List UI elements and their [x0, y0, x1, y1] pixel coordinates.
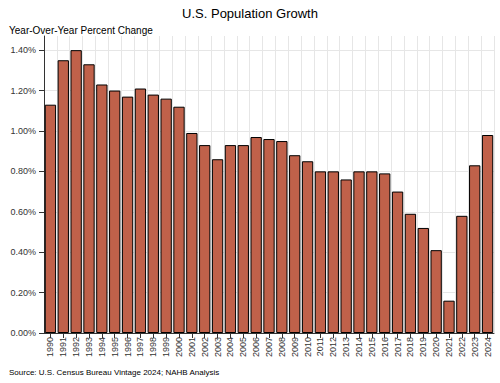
svg-text:0.00%: 0.00%	[10, 328, 36, 338]
svg-text:2014: 2014	[354, 337, 364, 357]
svg-text:2008: 2008	[277, 337, 287, 357]
svg-text:2003: 2003	[213, 337, 223, 357]
svg-text:U.S. Population Growth: U.S. Population Growth	[182, 6, 318, 21]
svg-text:2020: 2020	[431, 337, 441, 357]
svg-text:2016: 2016	[380, 337, 390, 357]
svg-text:1997: 1997	[135, 337, 145, 357]
svg-text:2004: 2004	[225, 337, 235, 357]
svg-text:0.20%: 0.20%	[10, 288, 36, 298]
svg-text:2001: 2001	[187, 337, 197, 357]
svg-text:1991: 1991	[58, 337, 68, 357]
svg-text:2021: 2021	[444, 337, 454, 357]
svg-text:2013: 2013	[341, 337, 351, 357]
svg-text:1990: 1990	[45, 337, 55, 357]
svg-text:2002: 2002	[200, 337, 210, 357]
svg-text:2010: 2010	[303, 337, 313, 357]
svg-text:2005: 2005	[238, 337, 248, 357]
svg-text:2023: 2023	[470, 337, 480, 357]
svg-text:1999: 1999	[161, 337, 171, 357]
svg-text:1993: 1993	[84, 337, 94, 357]
svg-text:2012: 2012	[328, 337, 338, 357]
svg-text:1.00%: 1.00%	[10, 126, 36, 136]
svg-text:0.40%: 0.40%	[10, 247, 36, 257]
svg-text:1.20%: 1.20%	[10, 86, 36, 96]
svg-text:Year-Over-Year Percent Change: Year-Over-Year Percent Change	[9, 25, 153, 36]
svg-text:2011: 2011	[315, 337, 325, 356]
svg-text:0.60%: 0.60%	[10, 207, 36, 217]
svg-text:1996: 1996	[123, 337, 133, 357]
svg-text:2009: 2009	[290, 337, 300, 357]
svg-text:1998: 1998	[148, 337, 158, 357]
svg-text:2006: 2006	[251, 337, 261, 357]
svg-text:2018: 2018	[405, 337, 415, 357]
svg-text:2022: 2022	[457, 337, 467, 357]
svg-text:0.80%: 0.80%	[10, 166, 36, 176]
svg-text:2017: 2017	[393, 337, 403, 357]
svg-text:1995: 1995	[110, 337, 120, 357]
svg-text:1994: 1994	[97, 337, 107, 357]
svg-text:Source: U.S. Census Bureau Vin: Source: U.S. Census Bureau Vintage 2024;…	[9, 368, 219, 377]
svg-text:2015: 2015	[367, 337, 377, 357]
svg-text:2024: 2024	[483, 337, 493, 357]
svg-text:2007: 2007	[264, 337, 274, 357]
svg-text:1.40%: 1.40%	[10, 45, 36, 55]
svg-text:2019: 2019	[418, 337, 428, 357]
svg-text:1992: 1992	[71, 337, 81, 357]
svg-text:2000: 2000	[174, 337, 184, 357]
